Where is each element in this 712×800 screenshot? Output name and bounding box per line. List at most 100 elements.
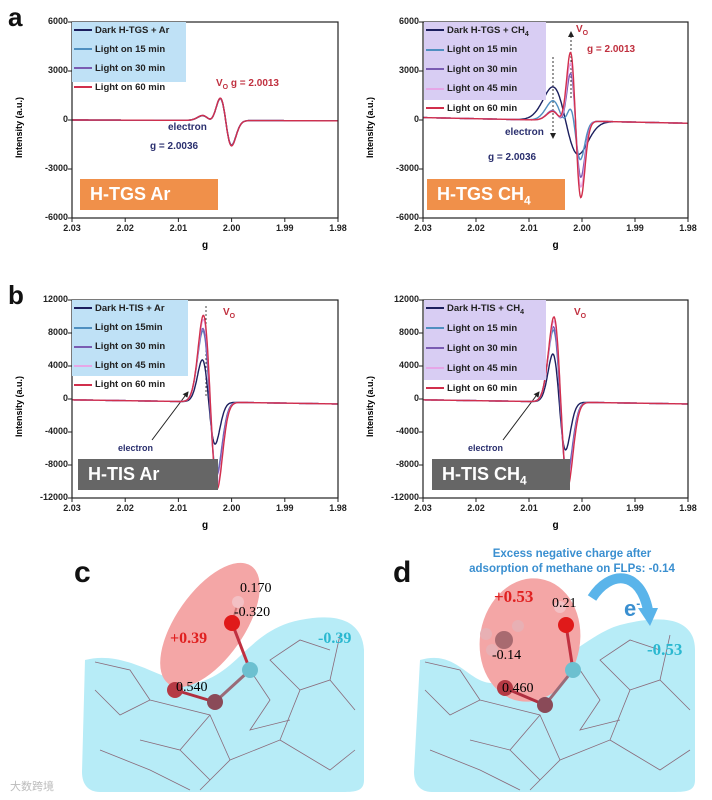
legend-label-subscript: 4 [520, 308, 525, 316]
diagram-d [414, 573, 695, 792]
electron-label: electron [468, 443, 504, 453]
legend-entry: Light on 30 min [426, 62, 529, 81]
lattice-wireframe [94, 634, 356, 791]
legend-entry: Light on 45 min [74, 358, 165, 377]
legend-entry: Light on 15 min [426, 321, 524, 341]
legend-swatch [74, 29, 92, 32]
electron-arrow [502, 391, 540, 441]
vo-g-label: g = 2.0013 [587, 44, 636, 55]
sample-tag-text: H-TGS CH [437, 184, 524, 204]
y-tick-label: 3000 [398, 65, 419, 75]
legend-entry: Light on 45 min [426, 81, 529, 100]
negative-region-charge-c: -0.39 [318, 630, 352, 647]
x-tick-label: 1.98 [679, 223, 697, 233]
series-line-m60 [72, 97, 338, 147]
x-tick-label: 2.02 [467, 503, 485, 513]
x-tick-label: 2.03 [414, 503, 432, 513]
legend-label: Light on 60 min [95, 379, 166, 391]
y-tick-label: -12000 [390, 492, 419, 502]
x-tick-label: 2.00 [222, 223, 241, 233]
hydrogen-atom [512, 620, 524, 632]
legend-swatch [426, 48, 444, 51]
methane-carbon-atom [495, 631, 513, 649]
positive-region-charge-d: +0.53 [494, 587, 534, 606]
h-charge-d: 0.21 [552, 596, 577, 611]
watermark: 大数跨境 [10, 781, 54, 793]
x-tick-label: 2.03 [414, 223, 432, 233]
legend-label: Dark H-TGS + CH [447, 25, 525, 36]
sample-tag-subscript: 4 [520, 473, 527, 488]
legend-swatch [74, 326, 92, 329]
metal-atom [167, 682, 183, 698]
electron-g-label: g = 2.0036 [150, 141, 199, 152]
site-charge-c: 0.540 [176, 680, 208, 695]
y-tick-label: 8000 [398, 327, 419, 337]
legend-label: Light on 60 min [95, 81, 166, 93]
legend [424, 300, 546, 380]
legend-label: Light on 30 min [447, 63, 518, 75]
y-tick-label: -12000 [39, 492, 68, 502]
chart-2 [68, 299, 339, 502]
positive-region-charge-c: +0.39 [170, 630, 208, 647]
legend-entry: Light on 60 min [426, 381, 524, 401]
legend-entry: Dark H-TIS + CH4 [426, 301, 524, 321]
electron-symbol: e- [624, 596, 641, 621]
y-tick-label: 8000 [47, 327, 68, 337]
sample-tag: H-TGS CH4 [427, 179, 565, 210]
x-axis-label: g [202, 520, 209, 531]
legend-swatch [74, 364, 92, 367]
x-tick-label: 1.99 [276, 503, 294, 513]
electron-label: electron [168, 122, 207, 133]
y-axis-label: Intensity (a.u.) [365, 375, 375, 437]
legend-label: Light on 30 min [95, 341, 166, 353]
electron-label: electron [118, 443, 154, 453]
legend-entries: Dark H-TIS + CH4 Light on 15 min Light on … [426, 301, 524, 400]
legend-swatch [426, 387, 444, 390]
metal-atom [207, 694, 223, 710]
legend-entry: Light on 30 min [74, 339, 165, 358]
x-tick-label: 1.98 [329, 503, 347, 513]
y-tick-label: -8000 [44, 459, 68, 469]
sample-tag-subscript: 4 [524, 193, 531, 208]
chart-1 [419, 21, 689, 222]
y-tick-label: 6000 [398, 16, 419, 26]
site-charge-d: 0.460 [502, 681, 534, 696]
y-tick-label: 4000 [398, 360, 419, 370]
legend-entries: Dark H-TGS + Ar Light on 15 min Light on 3… [74, 23, 169, 99]
legend-entry: Light on 15 min [426, 42, 529, 61]
y-tick-label: -4000 [395, 426, 419, 436]
vo-label: VO [576, 24, 589, 37]
metal-atom [497, 680, 513, 696]
x-tick-label: 2.02 [467, 223, 485, 233]
legend-label: Light on 45 min [447, 362, 518, 374]
legend-entry: Light on 60 min [74, 377, 165, 396]
legend-label: Dark H-TIS + CH [447, 303, 521, 314]
hydrogen-atom [232, 596, 244, 608]
x-axis-label: g [552, 240, 559, 251]
panel-label-b: b [8, 280, 24, 310]
oxygen-atom [558, 617, 574, 633]
legend-entry: Dark H-TGS + CH4 [426, 23, 529, 42]
legend-swatch [74, 48, 92, 51]
y-tick-label: -3000 [44, 163, 68, 173]
legend-swatch [74, 383, 92, 386]
legend-swatch [74, 345, 92, 348]
legend-entry: Light on 60 min [74, 80, 169, 99]
legend-swatch [74, 67, 92, 70]
legend-swatch [426, 347, 444, 350]
series-line-m60 [423, 316, 688, 488]
diagram-c [82, 562, 364, 792]
vo-label: VO [223, 307, 236, 320]
x-tick-label: 2.00 [222, 503, 241, 513]
sample-tag-text: H-TIS Ar [88, 464, 160, 484]
chart-0 [68, 21, 339, 222]
sample-tag: H-TIS CH4 [432, 459, 570, 490]
legend-label: Dark H-TGS + Ar [95, 25, 170, 36]
legend-entry: Light on 15 min [74, 42, 169, 61]
legend [424, 22, 546, 100]
legend-swatch [426, 29, 444, 32]
legend-label: Light on 45 min [447, 83, 518, 95]
lewis-base-atom [565, 662, 581, 678]
negative-region-charge-d: -0.53 [647, 640, 683, 659]
chart-3 [419, 299, 689, 502]
